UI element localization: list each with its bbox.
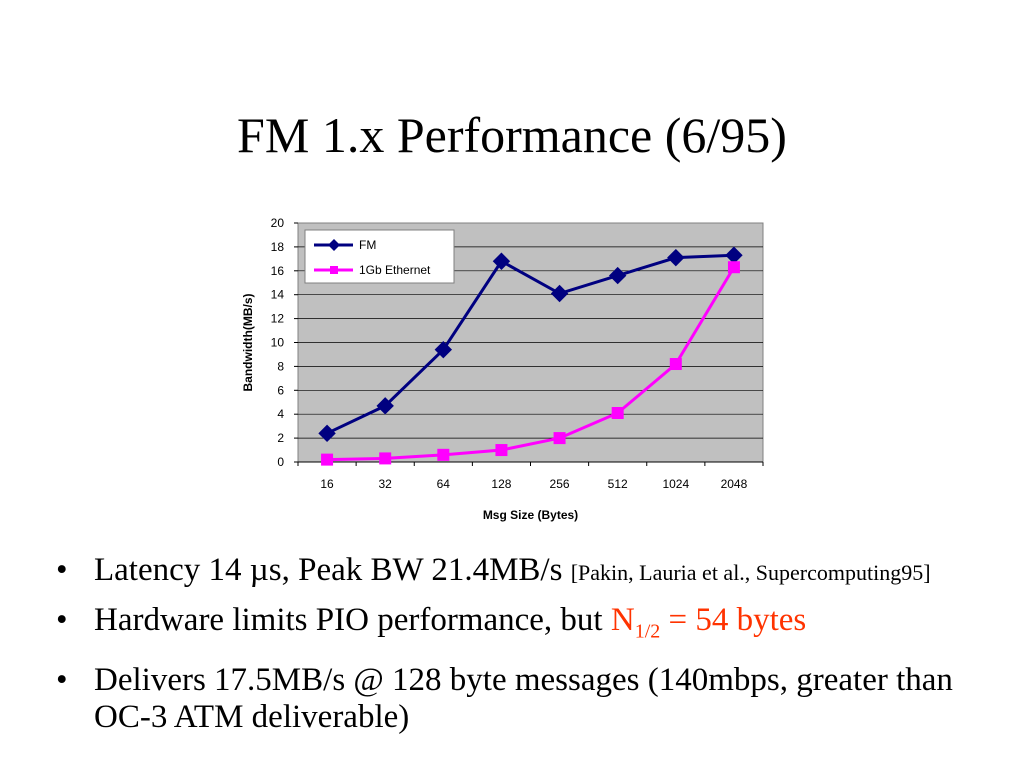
bandwidth-line-chart: 0 2 4 6 8 10 12 14 16 18 20 16 32 64 128 256 512 1024 2048… bbox=[241, 216, 764, 522]
legend-label-1gb-ethernet: 1Gb Ethernet bbox=[359, 263, 431, 277]
data-point-1gb-ethernet bbox=[669, 358, 682, 371]
x-tick-label: 512 bbox=[608, 477, 628, 491]
x-tick-label: 16 bbox=[320, 477, 334, 491]
data-point-fm bbox=[667, 248, 685, 267]
data-point-fm bbox=[550, 284, 569, 303]
data-point-1gb-ethernet bbox=[553, 432, 566, 445]
data-point-1gb-ethernet bbox=[611, 407, 624, 420]
n-half-subscript: 1/2 bbox=[634, 620, 661, 643]
y-tick-label: 10 bbox=[271, 336, 285, 350]
bullet-delivers: • Delivers 17.5MB/s @ 128 byte messages … bbox=[52, 662, 992, 736]
y-axis-title: Bandwidth(MB/s) bbox=[241, 294, 255, 392]
y-tick-label: 14 bbox=[271, 288, 285, 302]
bullet-delivers-text: Delivers 17.5MB/s @ 128 byte messages (1… bbox=[94, 661, 953, 735]
y-tick-label: 2 bbox=[277, 431, 284, 445]
bullet-dot: • bbox=[56, 661, 68, 698]
legend-marker-fm bbox=[328, 239, 340, 251]
legend-box bbox=[304, 229, 455, 284]
data-point-1gb-ethernet bbox=[727, 261, 740, 274]
x-axis-title: Msg Size (Bytes) bbox=[483, 508, 578, 522]
x-tick-label: 32 bbox=[379, 477, 393, 491]
bullet-latency-citation: [Pakin, Lauria et al., Supercomputing95] bbox=[570, 560, 931, 585]
y-tick-label: 20 bbox=[271, 216, 285, 230]
x-tick-label: 256 bbox=[550, 477, 570, 491]
bullet-hardware-text: Hardware limits PIO performance, but bbox=[94, 602, 603, 638]
data-point-fm bbox=[318, 424, 336, 443]
legend-marker-1gb-ethernet bbox=[330, 266, 338, 274]
bullet-hardware: • Hardware limits PIO performance, but N… bbox=[52, 602, 992, 651]
x-tick-label: 128 bbox=[491, 477, 511, 491]
y-tick-label: 0 bbox=[277, 455, 284, 469]
data-point-1gb-ethernet bbox=[495, 444, 508, 457]
bullet-dot: • bbox=[56, 552, 68, 588]
x-tick-label: 2048 bbox=[721, 477, 748, 491]
x-tick-label: 64 bbox=[437, 477, 451, 491]
bullet-list: • Latency 14 µs, Peak BW 21.4MB/s [Pakin… bbox=[52, 552, 992, 747]
y-tick-label: 6 bbox=[277, 383, 284, 397]
n-half-value: = 54 bytes bbox=[668, 602, 807, 638]
series-line-1gb-ethernet bbox=[327, 266, 736, 462]
data-point-1gb-ethernet bbox=[379, 452, 392, 465]
y-tick-label: 12 bbox=[271, 312, 285, 326]
data-point-1gb-ethernet bbox=[437, 448, 450, 461]
series-line-fm bbox=[326, 253, 734, 435]
data-point-fm bbox=[376, 397, 394, 415]
n-half-base: N bbox=[610, 602, 635, 638]
y-tick-label: 8 bbox=[277, 359, 284, 373]
series-fm bbox=[318, 246, 743, 443]
y-tick-label: 18 bbox=[271, 240, 285, 254]
data-point-fm bbox=[492, 252, 511, 270]
x-tick-label: 1024 bbox=[662, 477, 689, 491]
bullet-latency: • Latency 14 µs, Peak BW 21.4MB/s [Pakin… bbox=[52, 552, 992, 591]
data-point-fm bbox=[608, 266, 627, 285]
bullet-dot: • bbox=[56, 602, 68, 638]
data-point-fm bbox=[434, 340, 453, 359]
bullet-latency-text: Latency 14 µs, Peak BW 21.4MB/s bbox=[94, 552, 563, 588]
y-tick-label: 16 bbox=[271, 264, 285, 278]
series-1gb-ethernet bbox=[321, 261, 740, 466]
data-point-1gb-ethernet bbox=[321, 453, 334, 466]
y-tick-label: 4 bbox=[277, 407, 284, 421]
bullet-n-half-highlight: N1/2 = 54 bytes bbox=[610, 602, 807, 643]
slide-title: FM 1.x Performance (6/95) bbox=[237, 107, 787, 163]
legend: FM 1Gb Ethernet bbox=[304, 229, 455, 284]
legend-label-fm: FM bbox=[359, 238, 376, 252]
